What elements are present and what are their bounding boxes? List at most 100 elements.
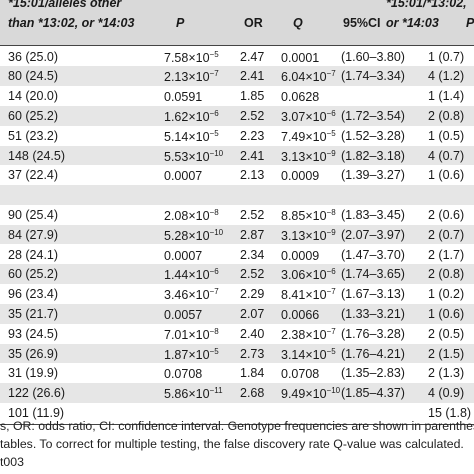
table-row: 84 (27.9) 5.28×10−10 2.87 3.13×10−9 (2.07–3.… — [0, 224, 474, 245]
table-bottom-rule — [0, 423, 474, 425]
table-row: 122 (26.6) 5.86×10−11 2.68 9.49×10−10 (1.85–… — [0, 383, 474, 403]
cell-confidence-interval: (1.35–2.83) — [341, 366, 405, 381]
cell-p-value-exponent: −5 — [209, 128, 219, 138]
cell-q-value: 0.0628 — [281, 90, 320, 105]
cell-count-2: 15 (1.8) — [428, 405, 472, 420]
cell-p-value: 0.0591 — [164, 90, 203, 105]
cell-q-value-exponent: −5 — [326, 346, 336, 356]
cell-p-value: 1.44×10−6 — [164, 267, 219, 283]
cell-genotype-count: 93 (24.5) — [8, 326, 59, 341]
cell-q-value: 3.06×10−6 — [281, 267, 336, 283]
cell-genotype-count: 96 (23.4) — [8, 287, 59, 302]
cell-q-value-exponent: −7 — [326, 69, 336, 79]
cell-p-value: 2.08×10−8 — [164, 207, 219, 223]
cell-p-value-exponent: −6 — [209, 267, 219, 277]
cell-q-value: 6.04×10−7 — [281, 69, 336, 85]
cell-p-value-exponent: −10 — [209, 227, 224, 237]
cell-count-2: 2 (0.8) — [428, 108, 465, 123]
header-col-6-line2: or *14:03 — [386, 16, 439, 30]
footnote-line-2: tables. To correct for multiple testing,… — [0, 437, 464, 451]
cell-count-2: 2 (0.6) — [428, 207, 465, 222]
header-col-6-line1: *15:01/*13:02, — [386, 0, 467, 10]
cell-confidence-interval: (1.52–3.28) — [341, 128, 405, 143]
table-row: 51 (23.2) 5.14×10−5 2.23 7.49×10−5 (1.52–3.2… — [0, 126, 474, 146]
cell-q-value: 3.13×10−9 — [281, 148, 336, 164]
table-row: 36 (25.0) 7.58×10−5 2.47 0.0001 (1.60–3.80) 1… — [0, 47, 474, 67]
cell-q-value-exponent: −6 — [326, 267, 336, 277]
table-row: 37 (22.4) 0.0007 2.13 0.0009 (1.39–3.27) 1 (0… — [0, 165, 474, 185]
cell-count-2: 2 (0.7) — [428, 227, 465, 242]
header-ci: 95%CI — [343, 16, 381, 30]
cell-count-2: 2 (0.5) — [428, 326, 465, 341]
cell-q-value-exponent: −8 — [326, 207, 336, 217]
footnote-line-1: s, OR: odds ratio, CI: confidence interv… — [0, 419, 474, 433]
cell-count-2: 2 (1.7) — [428, 247, 465, 262]
cell-count-2: 1 (0.2) — [428, 287, 465, 302]
cell-genotype-count: 80 (24.5) — [8, 69, 59, 84]
cell-p-value-exponent: −7 — [209, 69, 219, 79]
cell-odds-ratio: 2.87 — [240, 227, 265, 242]
cell-odds-ratio: 2.07 — [240, 306, 265, 321]
table-row: 35 (21.7) 0.0057 2.07 0.0066 (1.33–3.21) 1 (0… — [0, 303, 474, 324]
cell-genotype-count: 35 (26.9) — [8, 346, 59, 361]
cell-odds-ratio: 2.73 — [240, 346, 265, 361]
cell-p-value: 7.58×10−5 — [164, 49, 219, 65]
cell-q-value: 0.0009 — [281, 248, 320, 263]
table-row: 28 (24.1) 0.0007 2.34 0.0009 (1.47–3.70) 2 (1… — [0, 245, 474, 265]
cell-genotype-count: 28 (24.1) — [8, 247, 59, 262]
cell-confidence-interval: (1.74–3.34) — [341, 69, 405, 84]
cell-q-value: 2.38×10−7 — [281, 326, 336, 342]
cell-q-value: 8.41×10−7 — [281, 287, 336, 303]
table-row: 80 (24.5) 2.13×10−7 2.41 6.04×10−7 (1.74–3.3… — [0, 66, 474, 87]
cell-count-2: 1 (0.7) — [428, 49, 465, 64]
cell-confidence-interval: (1.83–3.45) — [341, 207, 405, 222]
table-row: 90 (25.4) 2.08×10−8 2.52 8.85×10−8 (1.83–3.4… — [0, 205, 474, 225]
cell-q-value-exponent: −7 — [326, 287, 336, 297]
cell-p-value: 5.28×10−10 — [164, 227, 224, 243]
cell-genotype-count: 36 (25.0) — [8, 49, 59, 64]
cell-count-2: 1 (1.4) — [428, 89, 465, 104]
cell-count-2: 1 (0.5) — [428, 128, 465, 143]
cell-q-value: 0.0708 — [281, 367, 320, 382]
cell-confidence-interval: (1.72–3.54) — [341, 108, 405, 123]
footnote-line-3: t003 — [0, 455, 24, 469]
header-odds-ratio: OR — [244, 16, 263, 30]
cell-p-value: 0.0057 — [164, 307, 203, 322]
cell-odds-ratio: 2.47 — [240, 49, 265, 64]
cell-genotype-count: 37 (22.4) — [8, 168, 59, 183]
header-col-genotype-line1: *15:01/alleles other — [8, 0, 122, 10]
cell-p-value: 0.0708 — [164, 367, 203, 382]
table-row: 35 (26.9) 1.87×10−5 2.73 3.14×10−5 (1.76–4.2… — [0, 343, 474, 364]
cell-confidence-interval: (1.74–3.65) — [341, 267, 405, 282]
cell-p-value: 3.46×10−7 — [164, 287, 219, 303]
cell-p-value-exponent: −11 — [209, 386, 223, 396]
cell-p-value: 5.53×10−10 — [164, 148, 224, 164]
cell-confidence-interval: (1.33–3.21) — [341, 306, 405, 321]
cell-confidence-interval: (1.76–4.21) — [341, 346, 405, 361]
cell-genotype-count: 90 (25.4) — [8, 207, 59, 222]
cell-genotype-count: 122 (26.6) — [8, 386, 65, 401]
cell-p-value: 5.14×10−5 — [164, 128, 219, 144]
cell-q-value-exponent: −6 — [326, 108, 336, 118]
header-q-value: Q — [293, 16, 303, 30]
cell-confidence-interval: (1.60–3.80) — [341, 49, 405, 64]
table-header: *15:01/alleles other than *13:02, or *14… — [0, 0, 474, 46]
cell-odds-ratio: 2.23 — [240, 128, 265, 143]
cell-count-2: 2 (0.8) — [428, 267, 465, 282]
header-col-7: P — [466, 16, 474, 30]
cell-q-value: 3.14×10−5 — [281, 346, 336, 362]
cell-p-value: 0.0007 — [164, 169, 203, 184]
cell-count-2: 4 (0.7) — [428, 148, 465, 163]
cell-count-2: 2 (1.5) — [428, 346, 465, 361]
table-row: 14 (20.0) 0.0591 1.85 0.0628 1 (1.4) — [0, 86, 474, 106]
cell-count-2: 1 (0.6) — [428, 168, 465, 183]
cell-p-value: 1.62×10−6 — [164, 108, 219, 124]
cell-genotype-count: 14 (20.0) — [8, 89, 59, 104]
cell-odds-ratio: 2.52 — [240, 207, 265, 222]
cell-odds-ratio: 2.52 — [240, 108, 265, 123]
cell-q-value: 0.0001 — [281, 50, 320, 65]
cell-q-value: 7.49×10−5 — [281, 128, 336, 144]
cell-genotype-count: 35 (21.7) — [8, 306, 59, 321]
cell-odds-ratio: 2.29 — [240, 287, 265, 302]
